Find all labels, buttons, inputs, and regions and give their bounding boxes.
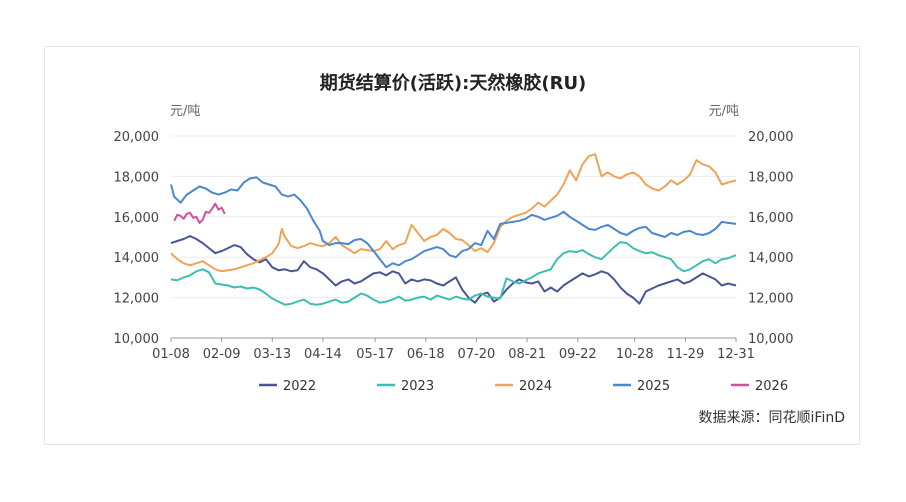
y-tick-label-left: 20,000 bbox=[114, 130, 160, 145]
x-tick-label: 08-21 bbox=[508, 347, 546, 362]
x-tick-label: 04-14 bbox=[304, 347, 342, 362]
y-tick-label-right: 14,000 bbox=[748, 251, 794, 266]
data-source: 数据来源：同花顺iFinD bbox=[699, 410, 845, 426]
series-line-2025 bbox=[170, 176, 737, 269]
x-tick-label: 07-20 bbox=[458, 347, 496, 362]
x-tick-label: 12-31 bbox=[717, 347, 755, 362]
series-line-2024 bbox=[170, 153, 737, 273]
legend-label: 2025 bbox=[637, 379, 670, 394]
x-tick-label: 10-28 bbox=[616, 347, 654, 362]
line-chart: 期货结算价(活跃):天然橡胶(RU) 元/吨 元/吨 10,00012,0001… bbox=[114, 72, 846, 426]
legend-label: 2026 bbox=[755, 379, 788, 394]
legend-item-2022[interactable]: 2022 bbox=[259, 379, 316, 394]
series-lines bbox=[170, 153, 737, 306]
legend-label: 2022 bbox=[283, 379, 316, 394]
series-line-2022 bbox=[170, 235, 737, 305]
y-tick-label-right: 18,000 bbox=[748, 170, 794, 185]
series-line-2026 bbox=[173, 202, 226, 224]
y-tick-label-right: 16,000 bbox=[748, 211, 794, 226]
legend[interactable]: 2022 2023 2024 2025 2026 bbox=[259, 379, 788, 394]
x-tick-label: 06-18 bbox=[407, 347, 445, 362]
x-tick-label: 02-09 bbox=[203, 347, 241, 362]
x-tick-label: 09-22 bbox=[559, 347, 597, 362]
right-y-axis: 10,000 12,000 14,000 16,000 18,000 20,000 bbox=[748, 130, 794, 347]
left-y-axis: 10,000 12,000 14,000 16,000 18,000 20,000 bbox=[114, 130, 160, 347]
y-tick-label-right: 10,000 bbox=[748, 332, 794, 347]
legend-item-2025[interactable]: 2025 bbox=[613, 379, 670, 394]
y-tick-label-left: 18,000 bbox=[114, 170, 160, 185]
x-tick-label: 03-13 bbox=[253, 347, 291, 362]
chart-title: 期货结算价(活跃):天然橡胶(RU) bbox=[320, 72, 587, 94]
x-axis: 01-08 02-09 03-13 04-14 05-17 06-18 07-20 08-21… bbox=[152, 338, 755, 362]
y-tick-label-left: 10,000 bbox=[114, 332, 160, 347]
legend-item-2026[interactable]: 2026 bbox=[731, 379, 788, 394]
x-tick-label: 05-17 bbox=[356, 347, 394, 362]
x-tick-label: 01-08 bbox=[152, 347, 190, 362]
y-tick-label-right: 20,000 bbox=[748, 130, 794, 145]
y-tick-label-right: 12,000 bbox=[748, 292, 794, 307]
y-tick-label-left: 14,000 bbox=[114, 251, 160, 266]
legend-label: 2024 bbox=[519, 379, 552, 394]
x-tick-label: 11-29 bbox=[666, 347, 704, 362]
y-tick-label-left: 16,000 bbox=[114, 211, 160, 226]
right-axis-unit: 元/吨 bbox=[709, 104, 739, 119]
legend-item-2024[interactable]: 2024 bbox=[495, 379, 552, 394]
left-axis-unit: 元/吨 bbox=[170, 104, 200, 119]
legend-label: 2023 bbox=[401, 379, 434, 394]
series-line-2023 bbox=[170, 241, 737, 306]
chart-card: 期货结算价(活跃):天然橡胶(RU) 元/吨 元/吨 10,000 12,000 1… bbox=[44, 46, 860, 445]
legend-item-2023[interactable]: 2023 bbox=[377, 379, 434, 394]
y-tick-label-left: 12,000 bbox=[114, 292, 160, 307]
